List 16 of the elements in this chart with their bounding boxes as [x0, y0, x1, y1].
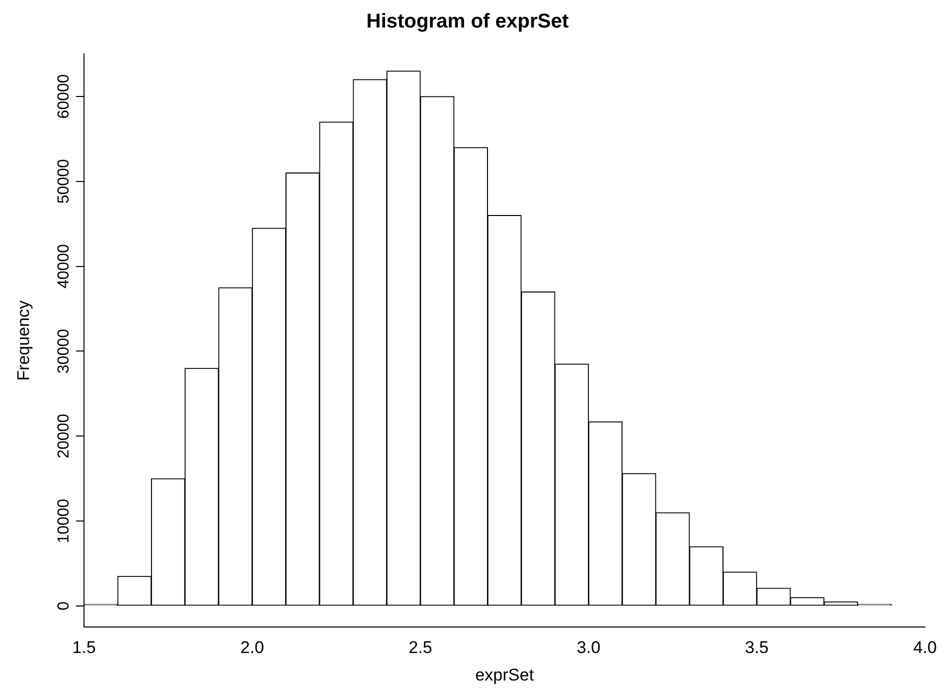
y-tick-label: 50000	[55, 159, 72, 204]
x-tick-label: 3.0	[576, 638, 600, 658]
y-tick-label: 20000	[55, 414, 72, 458]
y-tick-label: 60000	[55, 74, 72, 119]
y-tick-label: 30000	[55, 328, 72, 374]
y-tick-label: 0	[55, 601, 72, 610]
x-tick-label: 2.5	[408, 638, 432, 658]
y-axis-title: Frequency	[14, 300, 33, 381]
x-axis-title: exprSet	[475, 665, 534, 684]
x-tick-label: 2.0	[240, 638, 264, 658]
y-tick-label: 10000	[55, 498, 72, 544]
chart-title: Histogram of exprSet	[366, 10, 569, 33]
y-tick-label: 40000	[55, 244, 72, 289]
x-tick-label: 3.5	[744, 638, 769, 658]
x-tick-label: 4.0	[913, 638, 937, 658]
x-tick-label: 1.5	[72, 638, 96, 658]
